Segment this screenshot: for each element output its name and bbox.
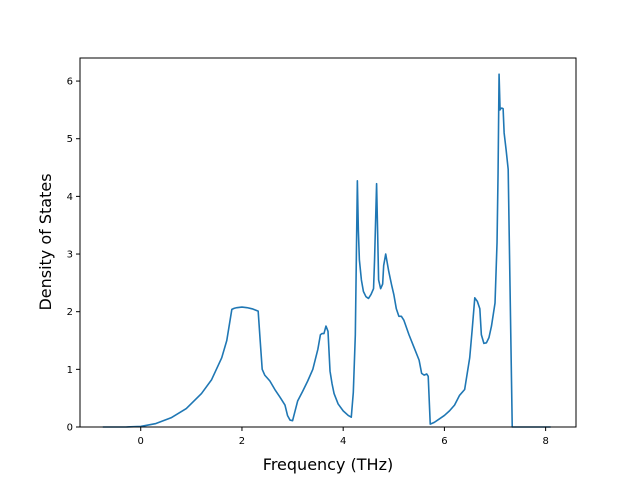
y-tick-label: 2 bbox=[67, 307, 73, 318]
y-tick-label: 1 bbox=[67, 365, 73, 376]
x-tick-label: 2 bbox=[239, 436, 245, 447]
y-tick-label: 0 bbox=[67, 423, 73, 434]
y-tick-label: 5 bbox=[67, 134, 73, 145]
x-tick-label: 0 bbox=[138, 436, 144, 447]
x-axis-label: Frequency (THz) bbox=[263, 455, 393, 474]
x-tick-label: 6 bbox=[441, 436, 447, 447]
y-tick-label: 6 bbox=[67, 77, 73, 88]
x-tick-label: 4 bbox=[340, 436, 346, 447]
plot-area bbox=[102, 73, 551, 428]
x-tick-label: 8 bbox=[542, 436, 548, 447]
dos-series-line bbox=[102, 73, 551, 428]
y-axis-ticks: 0 1 2 3 4 5 6 bbox=[67, 77, 80, 434]
y-tick-label: 3 bbox=[67, 250, 73, 261]
y-tick-label: 4 bbox=[67, 192, 73, 203]
axes-frame bbox=[79, 57, 577, 428]
x-axis-ticks: 0 2 4 6 8 bbox=[138, 427, 549, 447]
y-axis-label: Density of States bbox=[36, 173, 55, 310]
